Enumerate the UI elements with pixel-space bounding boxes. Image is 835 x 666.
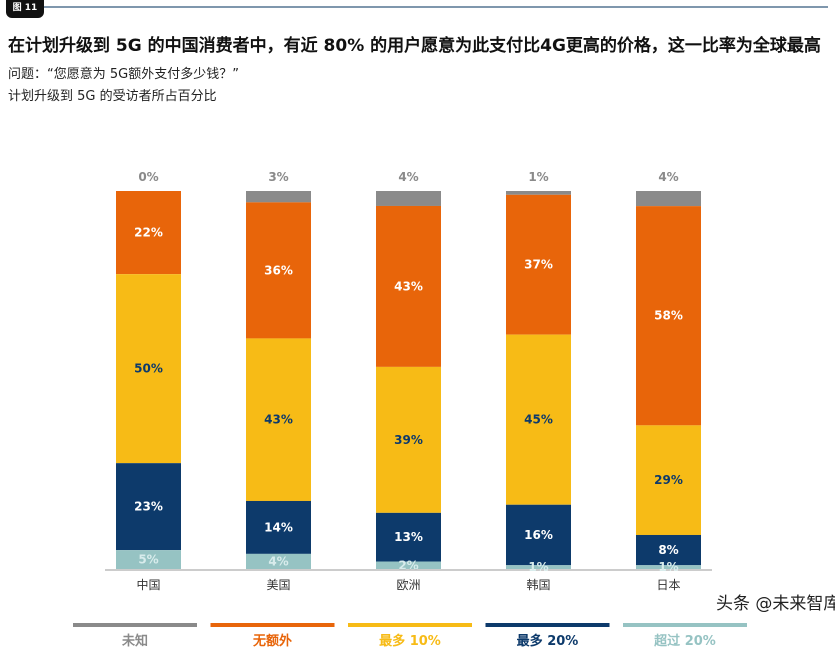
data-label: 1% xyxy=(658,560,678,574)
bar-segment xyxy=(506,194,571,335)
legend-label: 无额外 xyxy=(252,633,292,649)
category-label: 美国 xyxy=(266,578,290,592)
bar-segment xyxy=(116,191,181,275)
bar-segment xyxy=(636,191,701,207)
category-label: 中国 xyxy=(136,577,160,592)
data-label: 29% xyxy=(654,473,683,487)
bar-segment xyxy=(376,191,441,206)
chart-header: 在计划升级到 5G 的中国消费者中，有近 80% 的用户愿意为此支付比4G更高的… xyxy=(8,34,828,108)
bar-segment xyxy=(636,565,701,569)
bar-segment xyxy=(376,205,441,367)
data-label: 43% xyxy=(394,279,423,293)
bar-segment xyxy=(636,425,701,535)
legend-label: 最多 20% xyxy=(517,633,579,649)
data-label: 4% xyxy=(268,554,288,568)
data-label: 4% xyxy=(398,170,418,184)
data-label: 22% xyxy=(134,226,163,240)
data-label: 14% xyxy=(264,520,293,534)
chart-title: 在计划升级到 5G 的中国消费者中，有近 80% 的用户愿意为此支付比4G更高的… xyxy=(8,36,821,56)
legend-label: 最多 10% xyxy=(379,633,441,649)
bar-segment xyxy=(506,504,571,566)
bar-segment xyxy=(636,534,701,566)
category-label: 欧洲 xyxy=(396,578,420,592)
legend-swatch xyxy=(623,623,747,627)
data-label: 16% xyxy=(524,528,553,542)
bar-segment xyxy=(376,366,441,513)
legend-label: 超过 20% xyxy=(654,633,716,649)
data-label: 39% xyxy=(394,433,423,447)
legend-swatch xyxy=(348,623,472,627)
data-label: 8% xyxy=(658,543,678,557)
legend-label: 未知 xyxy=(121,633,148,649)
data-label: 43% xyxy=(264,413,293,427)
legend-swatch xyxy=(485,623,610,627)
watermark: 头条 @未来智库 xyxy=(716,594,835,614)
bar-segment xyxy=(246,338,311,501)
bar-segment xyxy=(246,500,311,554)
data-label: 5% xyxy=(138,553,158,567)
data-label: 58% xyxy=(654,309,683,323)
data-label: 2% xyxy=(398,558,418,572)
legend-swatch xyxy=(73,623,197,627)
bar-segment xyxy=(636,206,701,426)
bar-segment xyxy=(116,550,181,569)
data-label: 45% xyxy=(524,413,553,427)
data-label: 36% xyxy=(264,263,293,277)
bar-segment xyxy=(116,274,181,464)
bar-segment xyxy=(506,191,571,195)
data-label: 37% xyxy=(524,258,553,272)
data-label: 50% xyxy=(134,362,163,376)
bar-segment xyxy=(376,561,441,569)
bar-segment xyxy=(506,565,571,569)
legend-swatch xyxy=(210,623,335,627)
bar-segment xyxy=(116,463,181,551)
data-label: 0% xyxy=(138,170,158,184)
data-label: 1% xyxy=(528,170,548,184)
bar-segment xyxy=(246,553,311,569)
bar-segment xyxy=(506,334,571,505)
bar-segment xyxy=(376,512,441,562)
figure-tag: 图 11 xyxy=(6,0,44,18)
chart-subtitle: 计划升级到 5G 的受访者所占百分比 xyxy=(8,89,217,104)
category-label: 韩国 xyxy=(526,577,550,592)
question-text: 问题：“您愿意为 5G额外支付多少钱？” xyxy=(8,67,239,82)
data-label: 4% xyxy=(658,170,678,184)
bar-segment xyxy=(246,191,311,203)
data-label: 3% xyxy=(268,170,288,184)
data-label: 1% xyxy=(528,560,548,574)
top-divider xyxy=(44,6,828,8)
bar-segment xyxy=(246,202,311,339)
category-label: 日本 xyxy=(656,578,680,592)
data-label: 13% xyxy=(394,530,423,544)
data-label: 23% xyxy=(134,500,163,514)
